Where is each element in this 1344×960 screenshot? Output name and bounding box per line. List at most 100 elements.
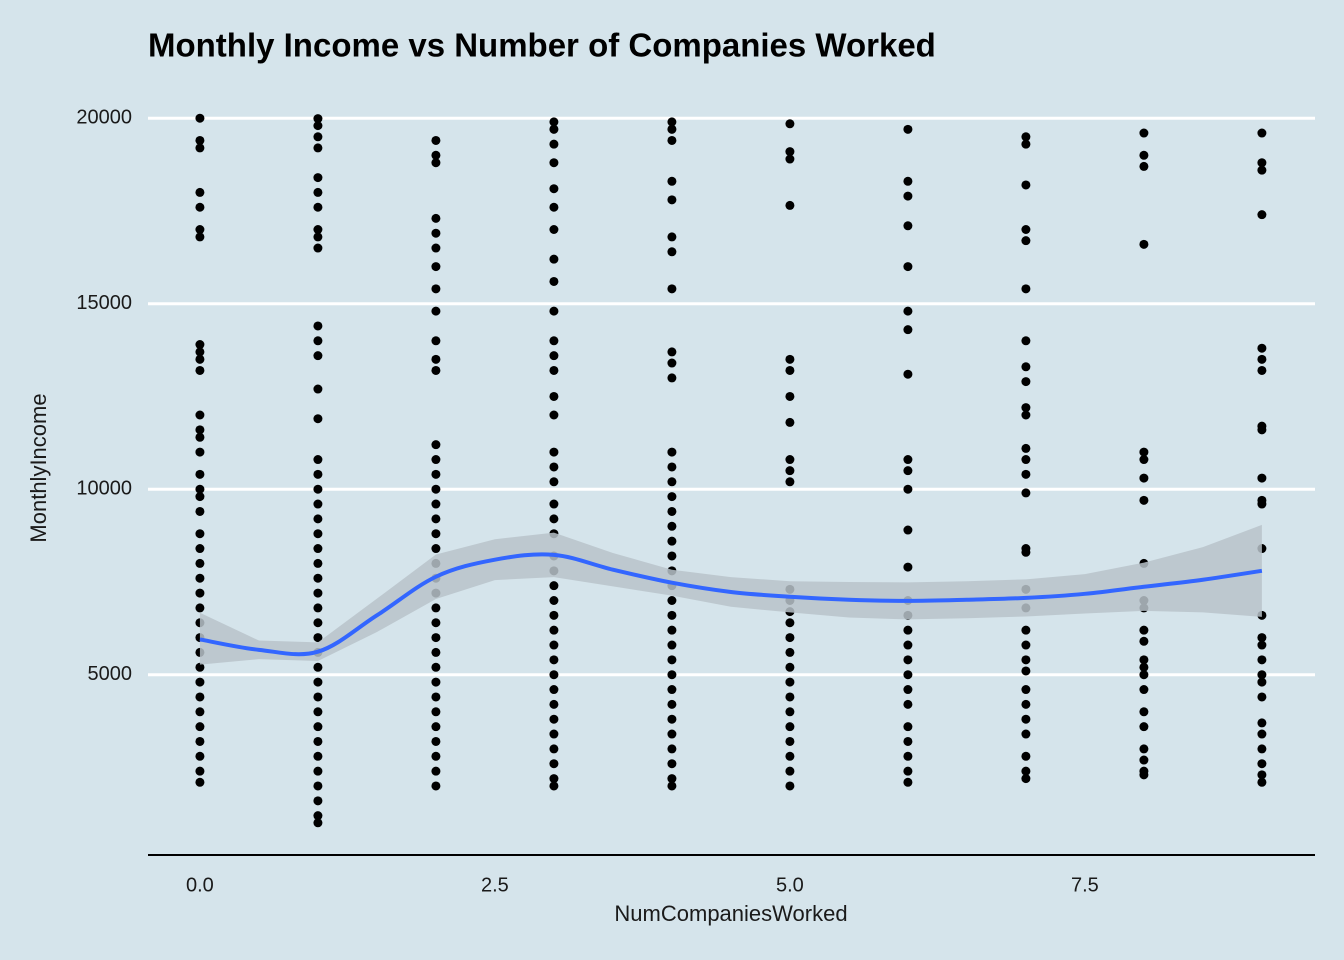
point: [195, 447, 205, 457]
point: [667, 506, 677, 516]
point: [431, 722, 441, 732]
point: [1257, 499, 1267, 509]
point: [1257, 343, 1267, 353]
point: [785, 707, 795, 717]
point: [1257, 354, 1267, 364]
point: [313, 558, 323, 568]
point: [313, 796, 323, 806]
point: [903, 685, 913, 695]
point: [431, 484, 441, 494]
point: [313, 455, 323, 465]
point: [903, 325, 913, 335]
point: [1139, 473, 1149, 483]
point: [785, 781, 795, 791]
point: [431, 707, 441, 717]
point: [1139, 239, 1149, 249]
smooth-line: [199, 552, 1263, 657]
point: [667, 640, 677, 650]
point: [549, 781, 559, 791]
point: [195, 677, 205, 687]
point: [785, 365, 795, 375]
point: [549, 499, 559, 509]
point: [313, 321, 323, 331]
point: [195, 340, 205, 350]
point: [431, 647, 441, 657]
point: [667, 462, 677, 472]
confidence-band: [199, 524, 1262, 665]
point: [549, 729, 559, 739]
point: [1021, 655, 1031, 665]
point: [903, 369, 913, 379]
point: [1257, 210, 1267, 220]
point: [431, 633, 441, 643]
point: [903, 640, 913, 650]
point: [1021, 410, 1031, 420]
point: [195, 707, 205, 717]
point: [431, 499, 441, 509]
point: [431, 692, 441, 702]
point: [1021, 469, 1031, 479]
point: [1257, 640, 1267, 650]
point: [667, 477, 677, 487]
point: [195, 544, 205, 554]
point: [785, 200, 795, 210]
point: [903, 562, 913, 572]
point: [1021, 666, 1031, 676]
point: [667, 521, 677, 531]
point: [313, 781, 323, 791]
point: [549, 714, 559, 724]
point: [1021, 225, 1031, 235]
point: [549, 447, 559, 457]
point: [1139, 150, 1149, 160]
point: [313, 414, 323, 424]
point: [1139, 662, 1149, 672]
point: [195, 529, 205, 539]
point: [313, 143, 323, 153]
point: [431, 455, 441, 465]
point: [549, 670, 559, 680]
point: [1257, 777, 1267, 787]
point: [313, 121, 323, 131]
point: [549, 640, 559, 650]
point: [1021, 766, 1031, 776]
point: [1021, 284, 1031, 294]
point: [903, 766, 913, 776]
point: [1139, 755, 1149, 765]
point: [431, 736, 441, 746]
point: [667, 536, 677, 546]
point: [195, 187, 205, 197]
point: [1021, 139, 1031, 149]
point: [549, 158, 559, 168]
point: [1021, 403, 1031, 413]
point: [1021, 640, 1031, 650]
point: [1139, 744, 1149, 754]
point: [1257, 692, 1267, 702]
point: [431, 135, 441, 145]
point: [313, 114, 323, 124]
y-axis-title: MonthlyIncome: [26, 393, 51, 542]
point: [549, 699, 559, 709]
point: [1021, 699, 1031, 709]
point: [1257, 473, 1267, 483]
point: [1139, 636, 1149, 646]
x-tick-label: 5.0: [776, 874, 804, 896]
point: [431, 514, 441, 524]
point: [667, 551, 677, 561]
point: [785, 391, 795, 401]
point: [313, 187, 323, 197]
point: [431, 751, 441, 761]
point: [549, 610, 559, 620]
point: [313, 811, 323, 821]
point: [431, 243, 441, 253]
point: [903, 191, 913, 201]
point: [195, 777, 205, 787]
point: [667, 135, 677, 145]
point: [785, 466, 795, 476]
point: [903, 176, 913, 186]
point: [1021, 180, 1031, 190]
point: [1257, 670, 1267, 680]
point: [195, 232, 205, 242]
point: [1021, 362, 1031, 372]
x-tick-label: 2.5: [481, 874, 509, 896]
